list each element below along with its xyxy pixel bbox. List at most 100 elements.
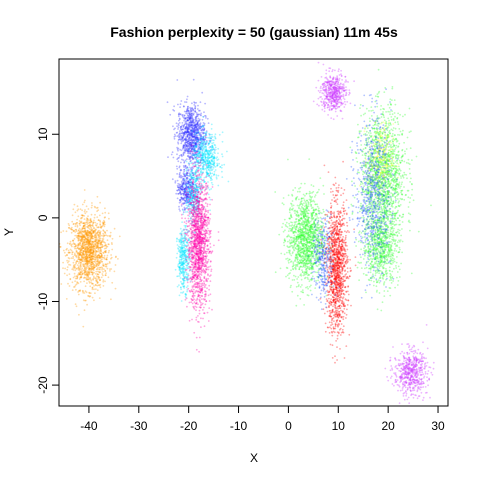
data-point — [83, 201, 86, 204]
data-point — [79, 270, 82, 273]
data-point — [201, 150, 204, 153]
data-point — [178, 112, 181, 115]
data-point — [101, 225, 103, 228]
data-point — [190, 169, 193, 172]
data-point — [82, 290, 84, 293]
data-point — [185, 201, 188, 204]
data-point — [194, 138, 196, 140]
data-point — [92, 272, 94, 275]
data-point — [178, 199, 181, 201]
data-point — [187, 287, 190, 290]
data-point — [72, 257, 74, 260]
data-point — [210, 150, 213, 153]
data-point — [104, 242, 107, 244]
data-point — [187, 217, 190, 220]
data-point — [208, 146, 211, 149]
data-point — [192, 78, 195, 81]
data-point — [209, 213, 212, 216]
data-point — [199, 148, 202, 150]
data-point — [87, 243, 89, 246]
data-point — [179, 106, 182, 108]
data-point — [199, 256, 202, 259]
data-point — [186, 126, 189, 129]
data-point — [95, 224, 98, 227]
data-point — [74, 280, 76, 283]
data-point — [97, 226, 100, 228]
data-point — [179, 243, 182, 246]
data-point — [192, 114, 195, 116]
data-point — [84, 227, 86, 230]
data-point — [86, 303, 88, 306]
data-point — [85, 279, 88, 281]
data-point — [91, 273, 94, 276]
data-point — [89, 252, 92, 255]
data-point — [208, 307, 211, 309]
data-point — [72, 269, 75, 271]
data-point — [85, 250, 88, 253]
data-point — [186, 95, 189, 98]
data-point — [192, 157, 195, 160]
data-point — [209, 280, 212, 283]
data-point — [79, 263, 82, 266]
data-point — [185, 145, 188, 148]
data-point — [73, 230, 75, 232]
data-point — [84, 243, 86, 246]
data-point — [81, 273, 83, 276]
data-point — [72, 223, 75, 225]
data-point — [97, 264, 100, 267]
data-point — [86, 246, 89, 249]
data-point — [201, 191, 204, 194]
data-point — [98, 229, 100, 232]
data-point — [88, 246, 91, 249]
data-point — [100, 241, 102, 244]
data-point — [81, 270, 83, 273]
data-point — [75, 260, 78, 262]
data-point — [183, 246, 185, 248]
data-point — [88, 242, 91, 245]
data-point — [180, 263, 183, 265]
data-point — [89, 231, 92, 234]
data-point — [86, 220, 89, 223]
data-point — [92, 262, 94, 265]
data-point — [81, 242, 84, 245]
data-point — [104, 251, 106, 253]
data-point — [95, 279, 97, 282]
data-point — [206, 287, 208, 290]
data-point — [200, 285, 202, 288]
data-point — [95, 238, 97, 241]
data-point — [82, 255, 84, 258]
data-point — [202, 115, 205, 118]
data-point — [92, 253, 94, 256]
data-point — [198, 274, 200, 276]
data-point — [76, 276, 79, 278]
data-point — [90, 220, 93, 223]
data-point — [200, 169, 203, 172]
data-point — [188, 180, 191, 183]
data-point — [177, 160, 180, 163]
data-point — [205, 186, 208, 189]
data-point — [89, 248, 92, 251]
data-point — [187, 198, 190, 201]
data-point — [182, 165, 185, 167]
data-point — [171, 178, 174, 181]
data-point — [187, 221, 190, 224]
data-point — [88, 295, 91, 298]
data-point — [96, 260, 99, 262]
data-point — [89, 258, 92, 261]
data-point — [80, 275, 83, 278]
data-point — [197, 162, 200, 164]
data-point — [200, 114, 202, 117]
data-point — [189, 186, 191, 189]
data-point — [78, 242, 81, 245]
data-point — [80, 251, 83, 254]
data-point — [96, 250, 99, 253]
data-point — [186, 273, 189, 275]
data-point — [169, 113, 172, 116]
data-point — [100, 260, 103, 263]
data-point — [185, 169, 188, 172]
data-point — [85, 259, 88, 262]
data-point — [101, 244, 104, 246]
data-point — [176, 179, 179, 182]
data-point — [96, 281, 99, 284]
data-point — [193, 331, 196, 334]
